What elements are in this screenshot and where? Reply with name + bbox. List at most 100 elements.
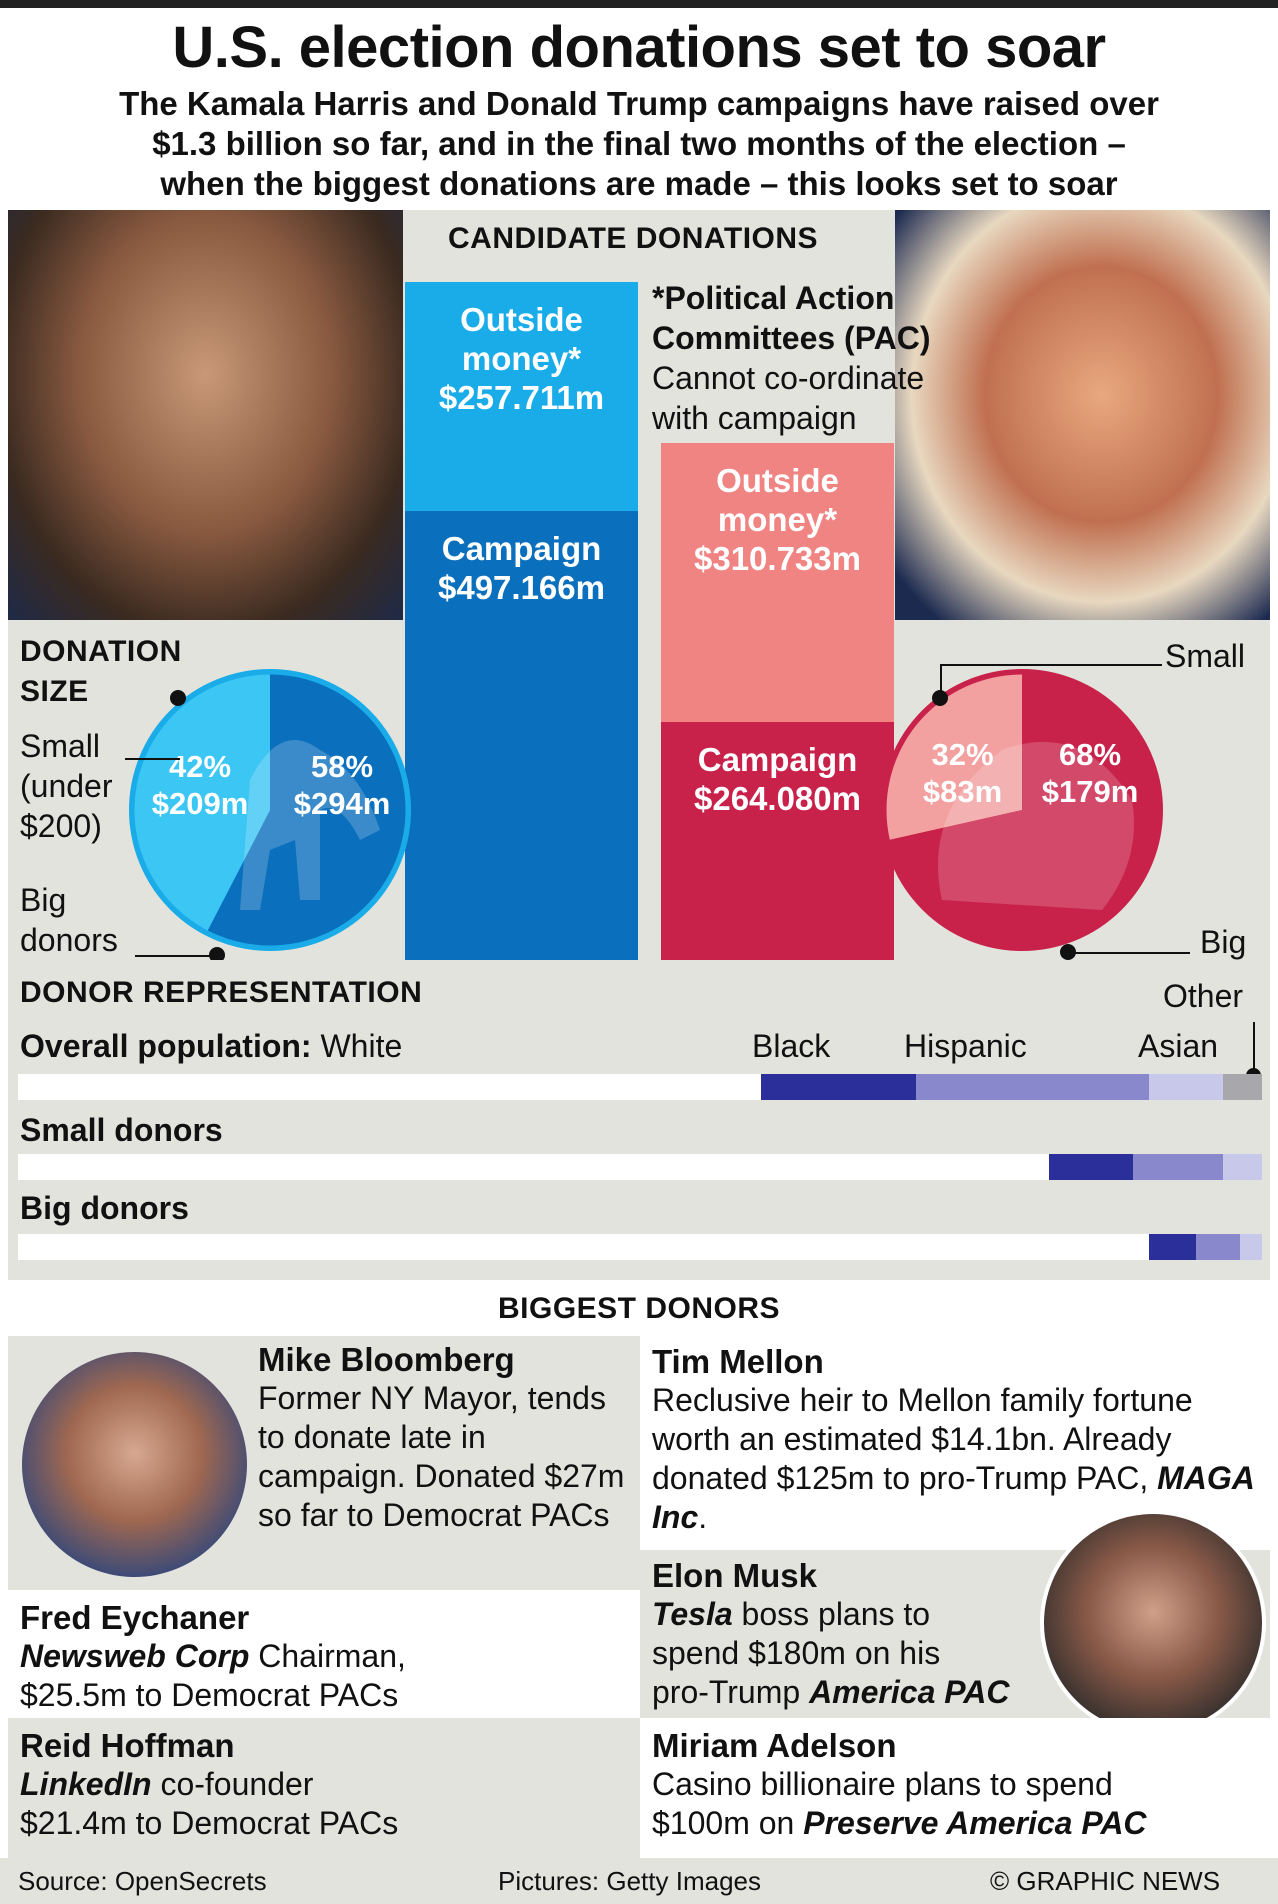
adelson-name: Miriam Adelson — [652, 1727, 897, 1764]
hoffman-company: LinkedIn — [20, 1766, 152, 1802]
harris-outside-bar: Outside money* $257.711m — [405, 282, 638, 511]
asian-legend: Asian — [1138, 1028, 1219, 1064]
harris-pie — [129, 669, 411, 960]
footer-credit: © GRAPHIC NEWS — [990, 1866, 1221, 1896]
bloomberg-photo — [22, 1352, 247, 1577]
harris-campaign-value: $497.166m — [438, 569, 605, 606]
harris-outside-label: Outside money* — [460, 301, 583, 377]
biggest-donors-heading: BIGGEST DONORS — [497, 1292, 781, 1325]
trump-campaign-bar: Campaign $264.080m — [661, 722, 894, 960]
hoffman-role: co-founder — [151, 1766, 314, 1802]
hoffman-name: Reid Hoffman — [20, 1727, 235, 1764]
subtitle: The Kamala Harris and Donald Trump campa… — [30, 84, 1248, 204]
musk-company: Tesla — [652, 1596, 733, 1632]
bloomberg-text: Mike Bloomberg Former NY Mayor, tends to… — [258, 1340, 628, 1535]
mellon-desc-line: Reclusive heir to Mellon family fortune … — [652, 1381, 1258, 1537]
donation-size-heading: DONATION SIZE — [20, 635, 182, 708]
mellon-name: Tim Mellon — [652, 1343, 824, 1380]
musk-text-2: spend $180m on his — [652, 1635, 941, 1671]
mellon-end: . — [698, 1499, 708, 1535]
big-donors-rep-label: Big donors — [20, 1190, 189, 1226]
rep-segment-black — [1049, 1154, 1133, 1180]
subtitle-line-1: The Kamala Harris and Donald Trump campa… — [119, 85, 1159, 122]
eychaner-role-line: Newsweb Corp Chairman, — [20, 1637, 628, 1676]
adelson-text-2: $100m on — [652, 1805, 804, 1841]
harris-big-pct-text: 58% — [310, 749, 374, 784]
donor-representation-heading: DONOR REPRESENTATION — [20, 976, 423, 1009]
subtitle-line-2: $1.3 billion so far, and in the final tw… — [152, 125, 1126, 162]
hoffman-desc: $21.4m to Democrat PACs — [20, 1805, 399, 1841]
other-label: Other — [1163, 978, 1244, 1014]
trump-big-slice — [887, 672, 1161, 948]
subtitle-line-3: when the biggest donations are made – th… — [160, 165, 1118, 202]
overall-population-row: Overall population: White — [20, 1026, 402, 1066]
white-legend: White — [320, 1028, 403, 1064]
rep-segment-white — [18, 1074, 761, 1100]
rep-segment-asian — [1223, 1154, 1262, 1180]
adelson-box: Miriam Adelson Casino billionaire plans … — [640, 1718, 1270, 1858]
black-legend: Black — [752, 1028, 831, 1064]
harris-big-val-text: $294m — [293, 786, 391, 821]
rep-segment-hispanic — [916, 1074, 1149, 1100]
footer-bar — [0, 1858, 1278, 1904]
eychaner-desc: $25.5m to Democrat PACs — [20, 1677, 399, 1713]
musk-pac: America PAC — [809, 1674, 1010, 1710]
harris-big-slice — [206, 672, 408, 948]
trump-pie — [882, 669, 1163, 960]
trump-big-val-text: $179m — [1041, 774, 1139, 809]
eychaner-role: Chairman, — [249, 1638, 406, 1674]
trump-small-val-text: $83m — [922, 774, 1003, 809]
mellon-pac: MAGA Inc — [652, 1460, 1254, 1535]
musk-photo — [1040, 1510, 1266, 1736]
trump-outside-value: $310.733m — [694, 540, 861, 577]
eychaner-box: Fred Eychaner Newsweb Corp Chairman, $25… — [8, 1590, 640, 1718]
eychaner-name: Fred Eychaner — [20, 1599, 250, 1636]
big-donors-bar — [18, 1234, 1262, 1260]
small-donors-bar — [18, 1154, 1262, 1180]
musk-text-3: pro-Trump — [652, 1674, 810, 1710]
trump-campaign-label: Campaign — [697, 741, 858, 778]
pac-note: *Political Action Committees (PAC) Canno… — [652, 278, 972, 438]
pac-note-title: *Political Action Committees (PAC) — [652, 280, 931, 356]
eychaner-company: Newsweb Corp — [20, 1638, 250, 1674]
footer-source: Source: OpenSecrets — [18, 1866, 267, 1896]
rep-segment-hispanic — [1196, 1234, 1240, 1260]
adelson-pac: Preserve America PAC — [803, 1805, 1147, 1841]
rep-segment-white — [18, 1154, 1050, 1180]
musk-text-1: boss plans to — [732, 1596, 931, 1632]
harris-campaign-label: Campaign — [441, 530, 602, 567]
pac-note-text: Cannot co-ordinate with campaign — [652, 360, 925, 436]
harris-small-slice — [131, 672, 270, 933]
top-rule — [0, 0, 1278, 8]
rep-segment-white — [18, 1234, 1149, 1260]
hoffman-role-line: LinkedIn co-founder — [20, 1765, 628, 1804]
harris-outside-value: $257.711m — [438, 379, 605, 416]
trump-small-pct: 32% $83m — [905, 736, 1020, 810]
adelson-line-2: $100m on Preserve America PAC — [652, 1804, 1258, 1843]
small-donors-label: Small donors — [20, 1112, 223, 1148]
trump-campaign-value: $264.080m — [694, 780, 861, 817]
elephant-icon — [938, 741, 1134, 910]
small-donation-label: Small (under $200) — [20, 728, 113, 844]
rep-segment-other — [1223, 1074, 1262, 1100]
musk-line-1: Tesla boss plans to — [652, 1595, 1258, 1634]
rep-segment-black — [760, 1074, 917, 1100]
musk-name: Elon Musk — [652, 1557, 818, 1594]
rep-segment-asian — [1239, 1234, 1262, 1260]
trump-small-pct-text: 32% — [931, 737, 994, 772]
trump-big-pct: 68% $179m — [1030, 736, 1150, 810]
overall-population-label: Overall population: — [20, 1028, 312, 1064]
trump-big-leader — [1070, 952, 1190, 954]
other-leader — [1253, 1022, 1255, 1074]
harris-small-leader — [125, 758, 180, 760]
big-donors-label: Big donors — [20, 882, 118, 958]
trump-big-pct-text: 68% — [1058, 737, 1122, 772]
trump-outside-bar: Outside money* $310.733m — [661, 443, 894, 722]
page-title: U.S. election donations set to soar — [172, 15, 1106, 80]
hoffman-box: Reid Hoffman LinkedIn co-founder $21.4m … — [8, 1718, 640, 1858]
hispanic-legend: Hispanic — [904, 1028, 1027, 1064]
harris-small-pct: 42% $209m — [145, 748, 255, 822]
trump-small-slice — [884, 672, 1022, 841]
harris-photo — [8, 210, 403, 620]
harris-big-leader — [135, 955, 220, 957]
